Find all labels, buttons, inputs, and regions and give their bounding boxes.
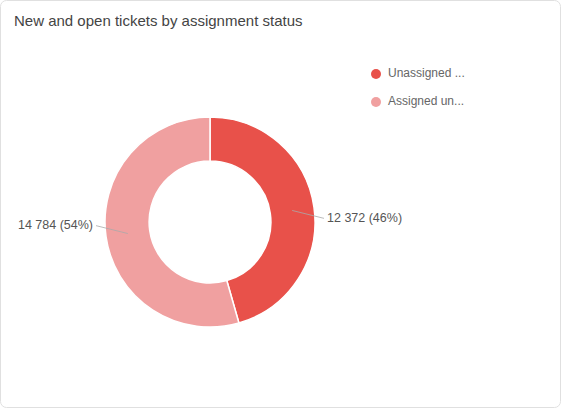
leader-line xyxy=(96,226,128,234)
legend-label: Assigned un... xyxy=(388,94,464,108)
data-label: 12 372 (46%) xyxy=(327,211,402,225)
legend: Unassigned ... Assigned un... xyxy=(371,66,465,108)
wedge xyxy=(105,117,239,327)
legend-swatch xyxy=(371,97,381,107)
background xyxy=(1,1,561,408)
legend-label: Unassigned ... xyxy=(388,66,465,80)
chart: New and open tickets by assignment statu… xyxy=(0,0,561,408)
wedges xyxy=(105,117,315,327)
leader-line xyxy=(292,210,324,218)
legend-swatch xyxy=(371,69,381,79)
data-label: 14 784 (54%) xyxy=(18,218,93,232)
title: New and open tickets by assignment statu… xyxy=(14,12,303,29)
